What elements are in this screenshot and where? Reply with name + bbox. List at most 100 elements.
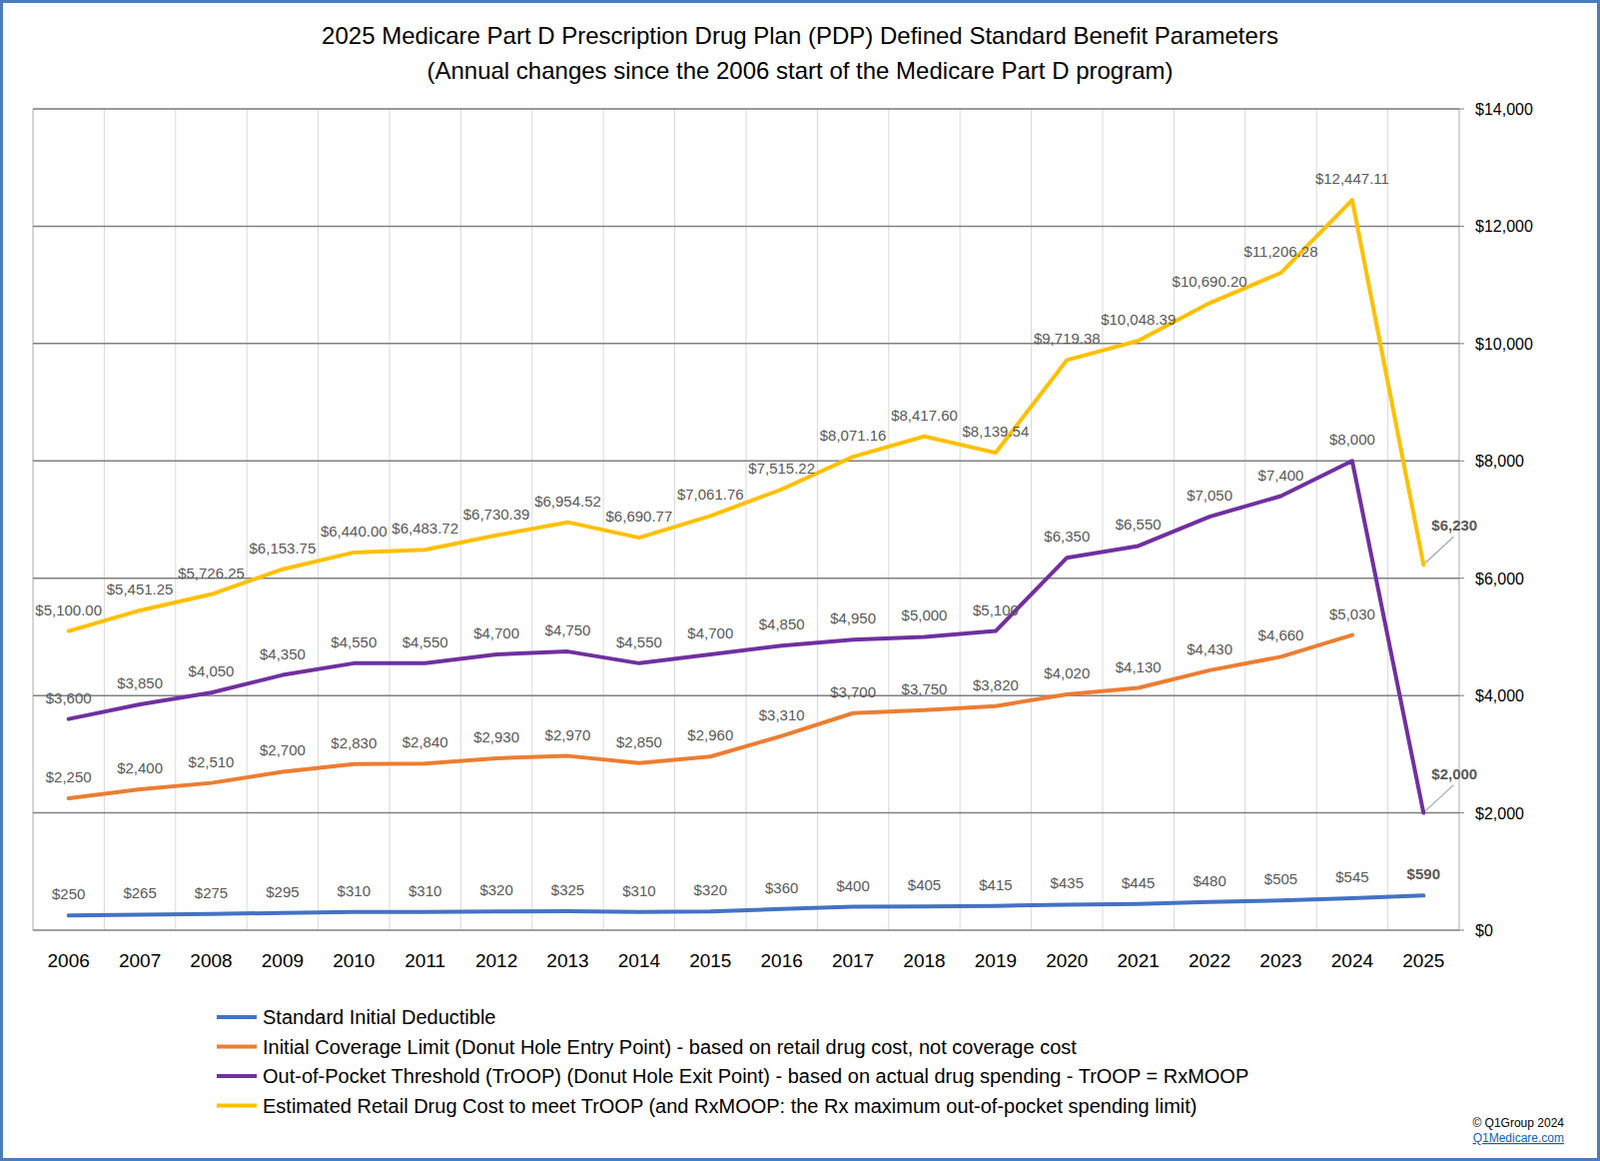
band-line <box>1387 108 1389 930</box>
legend-label: Out-of-Pocket Threshold (TrOOP) (Donut H… <box>262 1064 1249 1087</box>
x-tick-label: 2018 <box>902 949 945 971</box>
tick-mark <box>1459 695 1465 697</box>
tick-mark <box>1459 342 1465 344</box>
band-line <box>959 108 961 930</box>
data-label: $3,700 <box>829 683 876 701</box>
x-tick-label: 2016 <box>761 949 803 971</box>
data-label: $11,206.28 <box>1244 242 1319 260</box>
x-tick-label: 2019 <box>974 949 1017 971</box>
data-label: $2,850 <box>616 733 663 751</box>
x-tick-label: 2022 <box>1188 949 1231 971</box>
data-label: $5,030 <box>1329 605 1376 623</box>
data-label: $4,700 <box>687 624 734 642</box>
data-label: $9,719.38 <box>1033 329 1101 347</box>
data-label: $5,726.25 <box>177 564 245 582</box>
tick-mark <box>1459 460 1465 462</box>
data-label: $6,690.77 <box>606 507 674 525</box>
x-tick-label: 2015 <box>689 949 732 971</box>
grid-line <box>32 694 1460 697</box>
series-line <box>68 199 1425 631</box>
data-label: $2,960 <box>687 726 734 744</box>
series-line <box>68 635 1353 799</box>
data-label: $435 <box>1050 873 1084 891</box>
data-label: $7,400 <box>1258 466 1305 484</box>
data-label: $320 <box>694 880 728 898</box>
chart-border <box>1 1 1600 1160</box>
grid-line <box>32 225 1460 228</box>
data-label: $5,451.25 <box>106 580 174 598</box>
data-label: $2,700 <box>259 741 306 759</box>
y-tick-label: $8,000 <box>1475 452 1525 470</box>
band-line <box>746 108 748 930</box>
leader-line <box>1425 785 1454 811</box>
data-label: $8,417.60 <box>890 406 958 424</box>
data-label: $2,930 <box>473 728 520 746</box>
data-label: $5,100.00 <box>34 601 102 619</box>
grid-line <box>32 928 1460 931</box>
data-label: $6,350 <box>1043 527 1090 545</box>
x-tick-label: 2010 <box>332 949 375 971</box>
data-label: $275 <box>194 883 228 901</box>
data-label: $590 <box>1407 864 1441 882</box>
grid-line <box>32 577 1460 580</box>
tick-mark <box>1459 225 1465 227</box>
data-label: $545 <box>1335 867 1369 885</box>
data-label: $6,230 <box>1431 516 1478 534</box>
y-tick-label: $14,000 <box>1475 100 1534 118</box>
data-label: $415 <box>978 875 1012 893</box>
x-tick-label: 2006 <box>47 949 90 971</box>
legend-label: Initial Coverage Limit (Donut Hole Entry… <box>262 1035 1077 1058</box>
data-label: $2,970 <box>545 726 592 744</box>
y-tick-label: $10,000 <box>1475 335 1534 353</box>
plot-area <box>68 199 1425 915</box>
x-tick-label: 2014 <box>618 949 662 971</box>
data-label: $4,750 <box>545 621 592 639</box>
legend: Standard Initial DeductibleInitial Cover… <box>216 1005 1249 1117</box>
data-label: $7,050 <box>1186 486 1233 504</box>
band-line <box>1244 108 1246 930</box>
tick-mark <box>1459 108 1465 110</box>
data-label: $8,000 <box>1329 430 1376 448</box>
data-label: $310 <box>337 881 371 899</box>
data-label: $2,510 <box>188 753 235 771</box>
data-label: $4,550 <box>616 633 663 651</box>
data-label: $2,000 <box>1431 765 1478 783</box>
band-line <box>1316 108 1318 930</box>
data-label: $4,950 <box>829 609 876 627</box>
data-label: $445 <box>1121 873 1155 891</box>
x-tick-label: 2011 <box>404 949 446 971</box>
data-label: $505 <box>1264 869 1298 887</box>
y-tick-label: $12,000 <box>1475 217 1534 235</box>
y-tick-label: $2,000 <box>1475 804 1525 822</box>
frame-top <box>32 108 1460 110</box>
data-label: $2,830 <box>330 734 377 752</box>
subtitle: (Annual changes since the 2006 start of … <box>426 56 1173 84</box>
data-label: $2,840 <box>402 733 449 751</box>
band-line <box>32 108 34 930</box>
x-tick-label: 2009 <box>261 949 304 971</box>
band-line <box>103 108 105 930</box>
data-label: $5,000 <box>901 606 948 624</box>
band-line <box>887 108 889 930</box>
data-label: $6,483.72 <box>391 519 459 537</box>
data-label: $265 <box>122 883 156 901</box>
data-label: $4,660 <box>1258 626 1305 644</box>
data-label: $6,440.00 <box>320 522 388 540</box>
data-label: $405 <box>907 875 941 893</box>
band-line <box>246 108 248 930</box>
x-tick-label: 2017 <box>831 949 874 971</box>
band-line <box>531 108 533 930</box>
data-label: $8,071.16 <box>819 426 887 444</box>
data-label: $4,850 <box>759 615 805 633</box>
legend-swatch <box>216 1073 257 1078</box>
chart: 2025 Medicare Part D Prescription Drug P… <box>0 0 1600 1161</box>
data-label: $2,400 <box>116 759 163 777</box>
data-label: $4,700 <box>473 624 520 642</box>
data-label: $400 <box>835 876 869 894</box>
band-line <box>816 108 818 930</box>
title: 2025 Medicare Part D Prescription Drug P… <box>321 21 1279 49</box>
data-label: $6,730.39 <box>463 505 531 523</box>
data-label: $4,430 <box>1186 640 1233 658</box>
data-label: $6,153.75 <box>249 539 317 557</box>
data-label: $8,139.54 <box>962 422 1030 440</box>
